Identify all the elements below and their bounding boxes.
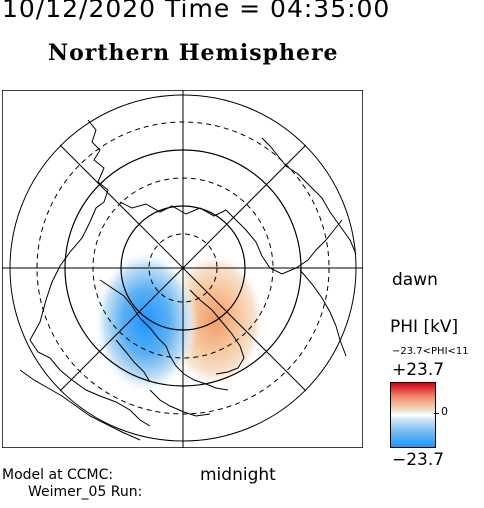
run-label: Weimer_05 Run: (28, 484, 143, 500)
colorbar (390, 382, 436, 448)
meridian-diagonal-2 (59, 144, 307, 392)
legend-min-label: −23.7 (392, 450, 445, 470)
colorbar-zero-tick (434, 413, 439, 414)
negative-potential-cell (94, 250, 198, 394)
legend-max-label: +23.7 (392, 360, 445, 380)
polar-map (2, 90, 363, 448)
legend-zero-label: 0 (441, 405, 448, 418)
hemisphere-title: Northern Hemisphere (48, 40, 339, 66)
legend-title: PHI [kV] (390, 317, 459, 337)
model-label: Model at CCMC: (2, 467, 114, 483)
coastlines (19, 119, 357, 441)
midnight-label: midnight (200, 465, 276, 485)
dawn-label: dawn (392, 270, 438, 290)
date-time-title: 10/12/2020 Time = 04:35:00 (2, 0, 391, 23)
legend-range: −23.7<PHI<11 (392, 346, 469, 357)
